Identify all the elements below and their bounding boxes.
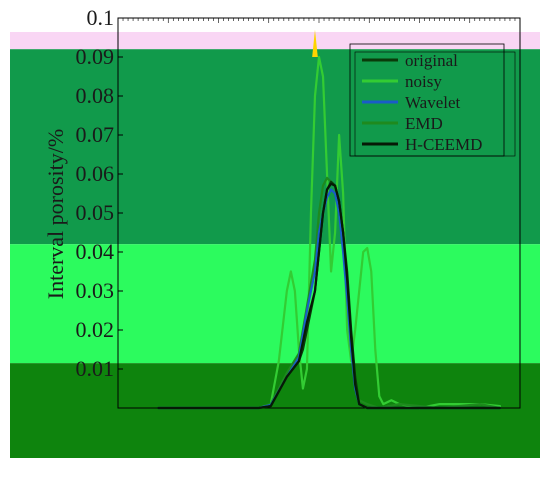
- series-line-h-ceemd: [157, 182, 501, 410]
- legend-entry-label: original: [405, 51, 458, 70]
- x-axis-minor-ticks: [117, 18, 521, 23]
- series-line-noisy: [157, 55, 501, 410]
- y-axis-label: Interval porosity/%: [43, 129, 68, 299]
- y-tick-label: 0.1: [87, 5, 115, 30]
- background-band-1: [10, 49, 540, 245]
- y-tick-label: 0.01: [76, 356, 115, 381]
- y-tick-label: 0.04: [76, 239, 115, 264]
- y-tick-label: 0.07: [76, 122, 115, 147]
- background-bands: [10, 32, 540, 458]
- y-tick-label: 0.03: [76, 278, 115, 303]
- legend-inner-box: [354, 51, 516, 157]
- legend-entry-label: Wavelet: [405, 93, 461, 112]
- y-tick-label: 0.06: [76, 161, 115, 186]
- legend-entry-label: noisy: [405, 72, 442, 91]
- y-axis-ticks: 0.01 0.02 0.03 0.04 0.05 0.06 0.07 0.08 0.09 0.1: [76, 5, 123, 381]
- legend-entry-label: EMD: [405, 114, 443, 133]
- background-band-0: [10, 32, 540, 50]
- y-tick-label: 0.05: [76, 200, 115, 225]
- legend: original noisy Wavelet EMD H-CEEMD: [349, 43, 516, 157]
- series-lines: [157, 29, 501, 410]
- y-tick-label: 0.09: [76, 44, 115, 69]
- y-tick-label: 0.02: [76, 317, 115, 342]
- y-tick-label: 0.08: [76, 83, 115, 108]
- peak-spike-mark: [312, 29, 318, 57]
- background-band-2: [10, 244, 540, 364]
- legend-entry-label: H-CEEMD: [405, 135, 482, 154]
